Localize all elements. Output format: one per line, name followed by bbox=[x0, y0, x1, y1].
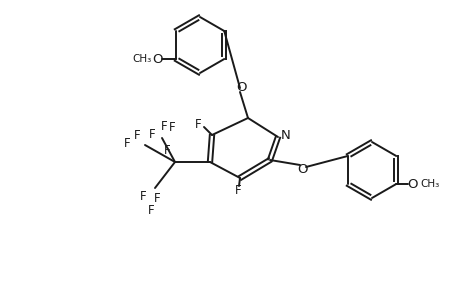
Text: F: F bbox=[234, 184, 241, 197]
Text: O: O bbox=[297, 163, 308, 176]
Text: F: F bbox=[153, 191, 160, 205]
Text: N: N bbox=[280, 128, 290, 142]
Text: F: F bbox=[163, 143, 170, 157]
Text: O: O bbox=[152, 52, 162, 65]
Text: CH₃: CH₃ bbox=[420, 179, 439, 189]
Text: F: F bbox=[147, 203, 154, 217]
Text: F: F bbox=[134, 128, 140, 142]
Text: F: F bbox=[123, 136, 130, 149]
Text: F: F bbox=[194, 118, 201, 130]
Text: CH₃: CH₃ bbox=[132, 54, 151, 64]
Text: F: F bbox=[140, 190, 146, 202]
Text: O: O bbox=[236, 80, 247, 94]
Text: F: F bbox=[148, 128, 155, 140]
Text: F: F bbox=[160, 119, 167, 133]
Text: O: O bbox=[406, 178, 417, 190]
Text: F: F bbox=[168, 121, 175, 134]
